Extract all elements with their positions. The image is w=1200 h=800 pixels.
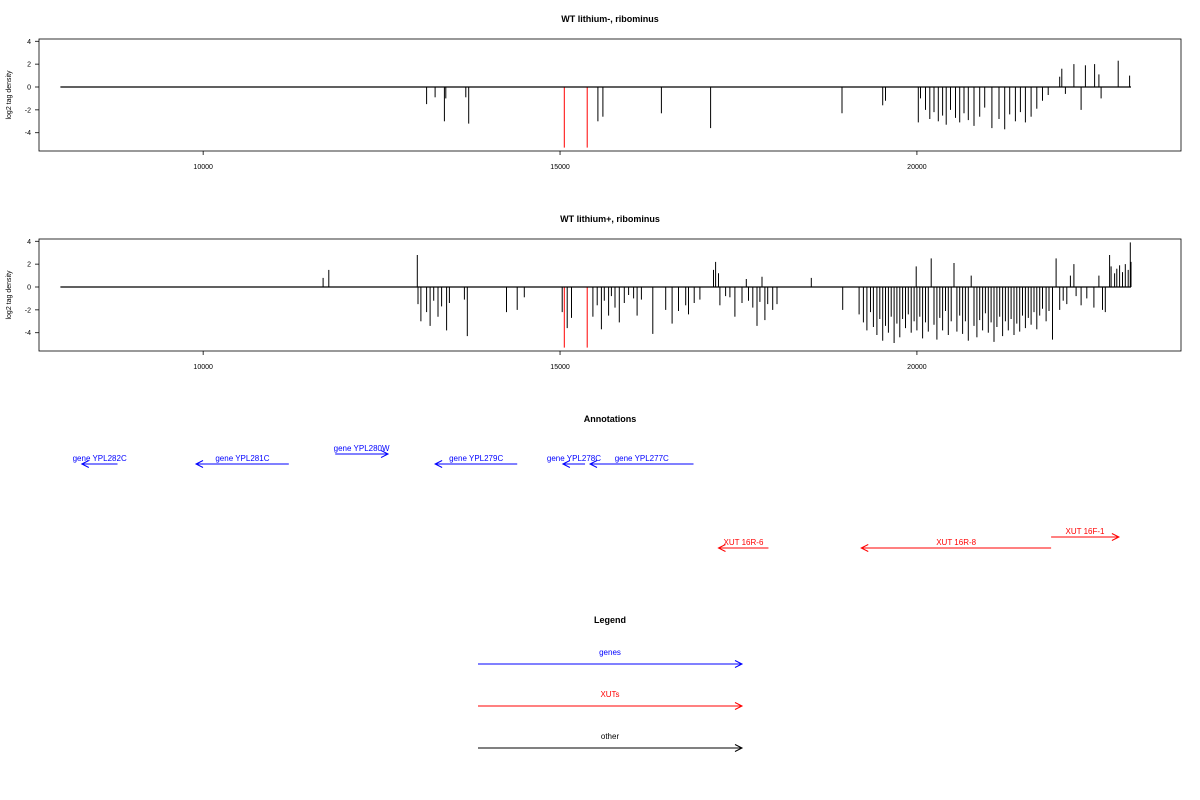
y-tick-label: 2 (27, 262, 31, 269)
annotation-feature: gene YPL277C (588, 454, 694, 468)
arrow-head (717, 544, 726, 552)
y-tick-label: -2 (25, 107, 31, 114)
feature-label: XUT 16R-6 (724, 538, 764, 547)
x-tick-label: 20000 (907, 164, 927, 171)
annotation-feature: XUT 16R-8 (860, 538, 1052, 552)
legend-label: genes (599, 648, 621, 657)
feature-label: gene YPL282C (73, 454, 127, 463)
arrow-head (80, 460, 90, 468)
y-tick-label: 0 (27, 85, 31, 92)
axes: 4 2 0 -2 -4 10000 15000 20000 (25, 239, 927, 371)
annotation-feature: gene YPL278C (547, 454, 601, 468)
annotations-panel: Annotations gene YPL282C gene YPL281Cgene… (73, 414, 1121, 552)
arrow-head (1111, 533, 1121, 541)
arrow-head (734, 702, 744, 710)
x-tick-label: 10000 (193, 364, 213, 371)
track-title: WT lithium+, ribominus (560, 214, 660, 224)
x-tick-label: 10000 (193, 164, 213, 171)
feature-label: gene YPL279C (449, 454, 503, 463)
feature-label: gene YPL281C (215, 454, 269, 463)
feature-label: gene YPL280W (334, 444, 390, 453)
legend-items: genes XUTs other (478, 648, 744, 752)
data-marks (60, 60, 1131, 148)
y-tick-label: -4 (25, 130, 31, 137)
arrow-head (194, 460, 204, 468)
legend-label: other (601, 732, 620, 741)
annotation-features: gene YPL282C gene YPL281C gene YPL280W gene… (73, 444, 1121, 552)
feature-label: XUT 16F-1 (1066, 527, 1106, 536)
y-axis-label: log2 tag density (6, 70, 13, 120)
y-tick-label: 2 (27, 62, 31, 69)
y-axis-label: log2 tag density (6, 270, 13, 320)
annotations-title: Annotations (584, 414, 637, 424)
track-panel-lithium-plus: WT lithium+, ribominus log2 tag density … (6, 214, 1182, 371)
arrow-head (380, 450, 390, 458)
annotation-feature: gene YPL280W (334, 444, 390, 458)
y-tick-label: 4 (27, 239, 31, 246)
arrow-head (860, 544, 869, 552)
x-tick-label: 15000 (550, 164, 570, 171)
track-panel-lithium-minus: WT lithium-, ribominus log2 tag density … (6, 14, 1182, 171)
arrow-head (561, 460, 571, 468)
plot-frame (38, 38, 1182, 152)
y-tick-label: 4 (27, 39, 31, 46)
arrow-head (434, 460, 443, 468)
arrow-head (734, 744, 744, 752)
data-marks (60, 242, 1132, 348)
y-tick-label: 0 (27, 285, 31, 292)
feature-label: XUT 16R-8 (936, 538, 976, 547)
legend-title: Legend (594, 615, 626, 625)
annotation-feature: XUT 16R-6 (717, 538, 769, 552)
legend-panel: Legend genes XUTs other (478, 615, 744, 752)
annotation-feature: gene YPL281C (194, 454, 289, 468)
x-tick-label: 20000 (907, 364, 927, 371)
track-title: WT lithium-, ribominus (561, 14, 659, 24)
y-tick-label: -4 (25, 330, 31, 337)
x-tick-label: 15000 (550, 364, 570, 371)
legend-item: genes (478, 648, 744, 668)
legend-item: other (478, 732, 744, 752)
plot-frame (38, 238, 1182, 352)
y-tick-label: -2 (25, 307, 31, 314)
arrow-head (734, 660, 744, 668)
axes: 4 2 0 -2 -4 10000 15000 20000 (25, 39, 927, 171)
annotation-feature: XUT 16F-1 (1051, 527, 1121, 541)
feature-label: gene YPL277C (615, 454, 669, 463)
arrow-head (588, 460, 598, 468)
annotation-feature: gene YPL282C (73, 454, 127, 468)
legend-item: XUTs (478, 690, 744, 710)
legend-label: XUTs (600, 690, 619, 699)
annotation-feature: gene YPL279C (434, 454, 518, 468)
feature-label: gene YPL278C (547, 454, 601, 463)
